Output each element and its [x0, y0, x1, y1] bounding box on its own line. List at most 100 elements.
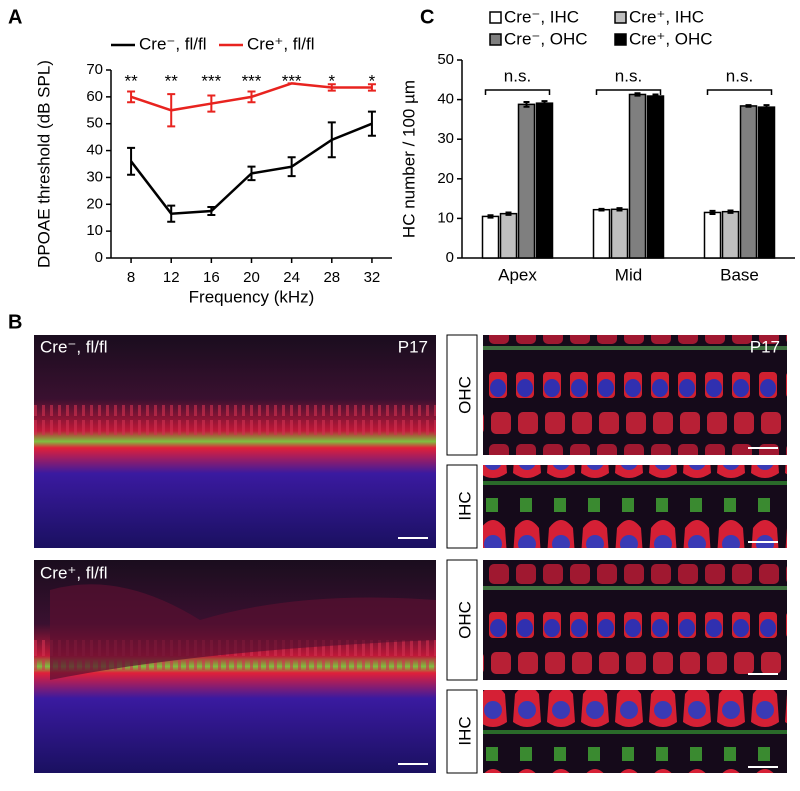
y-tick-label: 50 [86, 115, 103, 132]
micrograph [483, 465, 787, 548]
legend-swatch [489, 11, 502, 24]
y-tick-label: 20 [437, 170, 454, 187]
annotation: ** [124, 71, 138, 90]
micrographs: Cre⁻, fl/fl P17 Cre⁺, fl/fl OHC P17 IHC … [34, 334, 787, 774]
label-box [446, 334, 478, 456]
panel-label: C [420, 6, 434, 28]
image-label: P17 [750, 337, 780, 356]
y-tick-label: 50 [437, 51, 454, 68]
annotation: n.s. [726, 66, 753, 85]
annotation: n.s. [504, 66, 531, 85]
error-bar [127, 90, 136, 104]
error-bar [745, 104, 752, 108]
error-bar [616, 207, 623, 212]
error-bar [127, 146, 136, 176]
legend-label: Cre⁺, fl/fl [247, 34, 315, 53]
y-tick-label: 0 [446, 249, 454, 266]
y-tick-label: 60 [86, 88, 103, 105]
x-tick-label: 8 [127, 269, 135, 286]
error-bar [367, 83, 376, 92]
y-tick-label: 70 [86, 61, 103, 78]
x-tick-label: 24 [283, 269, 300, 286]
image-label: Cre⁺, fl/fl [40, 563, 108, 582]
label-box [446, 464, 478, 549]
error-bar [167, 204, 176, 223]
error-bar [167, 93, 176, 128]
y-tick-label: 40 [437, 91, 454, 108]
x-tick-label: 20 [243, 269, 260, 286]
error-bar [327, 121, 336, 159]
error-bar [487, 214, 494, 219]
legend-swatch [614, 11, 627, 24]
error-bar [327, 83, 336, 92]
annotation: n.s. [615, 66, 642, 85]
y-tick-label: 10 [437, 209, 454, 226]
label-box [446, 559, 478, 681]
micrograph-detail [50, 584, 436, 680]
image-label: IHC [455, 716, 474, 745]
image-label: P17 [398, 337, 428, 356]
error-bar [207, 94, 216, 113]
panel-label: B [8, 311, 22, 333]
x-axis-label: Frequency (kHz) [189, 287, 315, 306]
legend-swatch [489, 33, 502, 46]
image-label: Cre⁻, fl/fl [40, 337, 108, 356]
bar [499, 212, 518, 259]
annotation: * [328, 71, 335, 90]
error-bar [634, 92, 641, 97]
annotation: *** [201, 71, 221, 90]
annotation: * [369, 71, 376, 90]
x-tick-label: Apex [498, 265, 537, 284]
y-tick-label: 40 [86, 142, 103, 159]
label-box [446, 689, 478, 774]
legend-label: Cre⁻, IHC [504, 7, 579, 26]
annotation: *** [282, 71, 302, 90]
image-label: OHC [455, 601, 474, 639]
bar [703, 211, 722, 259]
bar [610, 208, 629, 259]
y-axis-label: HC number / 100 µm [399, 80, 418, 238]
image-label: OHC [455, 376, 474, 414]
bar [739, 105, 758, 259]
bracket [595, 89, 662, 95]
error-bar [598, 207, 605, 212]
x-tick-label: 32 [364, 269, 381, 286]
image-label: IHC [455, 491, 474, 520]
bar [646, 95, 665, 259]
bar [592, 208, 611, 259]
x-tick-label: Mid [615, 265, 642, 284]
bar [757, 106, 776, 259]
bar [721, 210, 740, 259]
error-bar [207, 205, 216, 217]
bracket [706, 89, 773, 95]
micrograph [483, 690, 787, 773]
error-bar [652, 93, 659, 99]
y-tick-label: 30 [437, 130, 454, 147]
error-bar [523, 100, 530, 108]
legend-swatch [614, 33, 627, 46]
y-axis-label: DPOAE threshold (dB SPL) [34, 60, 53, 268]
annotation: *** [242, 71, 262, 90]
error-bar [709, 209, 716, 216]
y-tick-label: 10 [86, 222, 103, 239]
x-tick-label: 12 [163, 269, 180, 286]
bar [535, 102, 554, 259]
panel-label: A [8, 6, 22, 28]
y-tick-label: 20 [86, 195, 103, 212]
legend-label: Cre⁻, OHC [504, 29, 588, 48]
bar [628, 93, 647, 259]
error-bar [763, 104, 770, 111]
error-bar [367, 110, 376, 137]
bar [517, 103, 536, 259]
error-bar [541, 100, 548, 107]
x-tick-label: 16 [203, 269, 220, 286]
x-tick-label: Base [720, 265, 759, 284]
error-bar [505, 211, 512, 216]
micrograph [34, 335, 436, 548]
error-bar [287, 156, 296, 178]
micrograph [483, 335, 787, 455]
bracket [484, 89, 551, 95]
error-bar [247, 165, 256, 182]
x-tick-label: 28 [323, 269, 340, 286]
